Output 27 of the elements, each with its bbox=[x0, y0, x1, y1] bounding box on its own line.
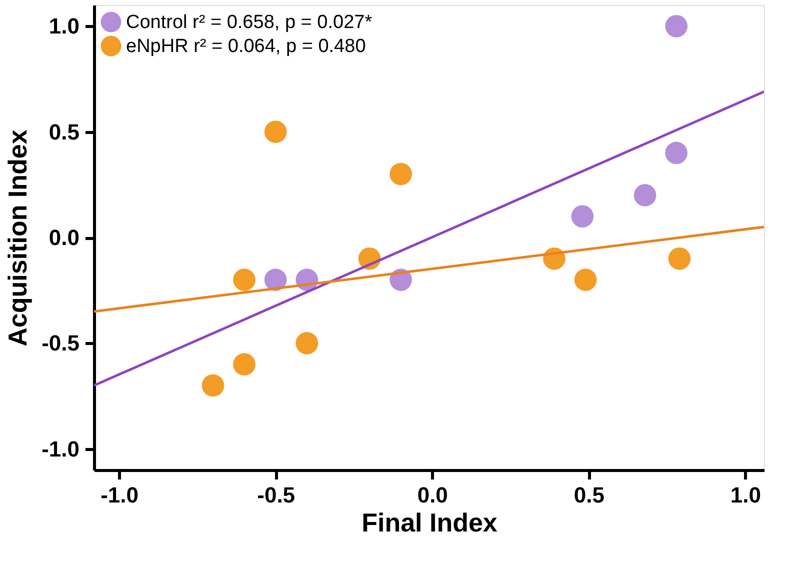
point bbox=[296, 332, 318, 354]
y-tick-label: 1.0 bbox=[48, 14, 80, 39]
x-axis-title: Final Index bbox=[362, 508, 498, 538]
point bbox=[574, 268, 597, 291]
point bbox=[390, 162, 412, 186]
y-tick-label: 0.0 bbox=[48, 225, 80, 250]
y-tick-label: -1.0 bbox=[42, 436, 80, 462]
x-tick-label: -0.5 bbox=[257, 482, 296, 508]
x-tick-label: -1.0 bbox=[100, 482, 139, 508]
y-tick-label: 0.5 bbox=[48, 119, 80, 144]
legend-label: Control r² = 0.658, p = 0.027* bbox=[126, 12, 373, 33]
x-tick-label: 1.0 bbox=[730, 482, 762, 508]
point bbox=[264, 268, 287, 291]
point bbox=[634, 184, 656, 206]
point bbox=[233, 353, 256, 376]
point bbox=[665, 14, 688, 38]
y-axis-title: Acquisition Index bbox=[2, 129, 33, 346]
point bbox=[668, 247, 691, 270]
x-tick-label: 0.5 bbox=[574, 482, 604, 508]
point bbox=[202, 374, 224, 397]
point bbox=[665, 142, 688, 164]
point bbox=[264, 120, 287, 143]
point bbox=[571, 205, 594, 228]
x-tick-label: 0.0 bbox=[417, 482, 448, 508]
y-tick-label: -0.5 bbox=[42, 330, 80, 356]
legend-label: eNpHR r² = 0.064, p = 0.480 bbox=[126, 36, 366, 57]
point bbox=[233, 268, 256, 291]
